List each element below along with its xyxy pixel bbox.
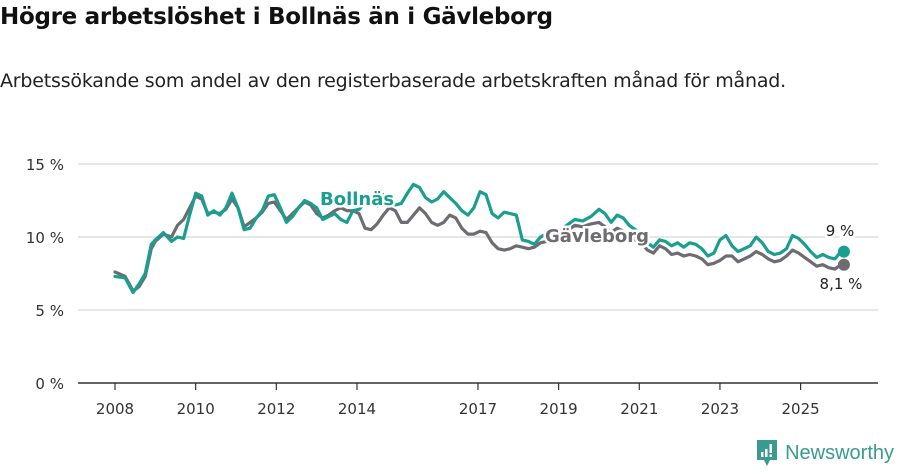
y-axis-ticks: 0 % 5 % 10 % 15 % (26, 156, 64, 393)
x-tick-label: 2010 (177, 400, 215, 418)
bollnas-end-value: 9 % (826, 222, 855, 240)
gavleborg-label: Gävleborg (545, 226, 649, 247)
x-tick-label: 2008 (96, 400, 134, 418)
x-tick-label: 2017 (459, 400, 497, 418)
y-tick-label: 10 % (26, 229, 64, 247)
chart-title: Högre arbetslöshet i Bollnäs än i Gävleb… (0, 4, 553, 30)
end-point-marker (837, 245, 850, 258)
series-line-bollnas (113, 182, 843, 295)
x-tick-label: 2021 (620, 400, 658, 418)
brand-name: Newsworthy (785, 441, 894, 464)
end-point-marker (837, 258, 850, 271)
chart-subtitle: Arbetssökande som andel av den registerb… (0, 70, 786, 92)
x-tick-label: 2023 (701, 400, 739, 418)
y-tick-label: 5 % (35, 302, 64, 320)
x-tick-label: 2019 (540, 400, 578, 418)
newsworthy-bubble-icon (757, 440, 778, 466)
x-axis: 2008 2010 2012 2014 2017 2019 2021 2023 2025 (78, 382, 878, 418)
x-tick-label: 2025 (782, 400, 820, 418)
x-tick-label: 2014 (338, 400, 376, 418)
newsworthy-logo: Newsworthy (755, 438, 894, 468)
series-lines (113, 182, 850, 295)
gavleborg-end-value: 8,1 % (820, 275, 863, 293)
x-tick-label: 2012 (257, 400, 295, 418)
y-tick-label: 0 % (35, 375, 64, 393)
y-gridlines (78, 163, 878, 311)
bollnas-label: Bollnäs (320, 189, 394, 210)
series-labels: Bollnäs Gävleborg 9 % 8,1 % (318, 187, 865, 296)
y-tick-label: 15 % (26, 156, 64, 174)
